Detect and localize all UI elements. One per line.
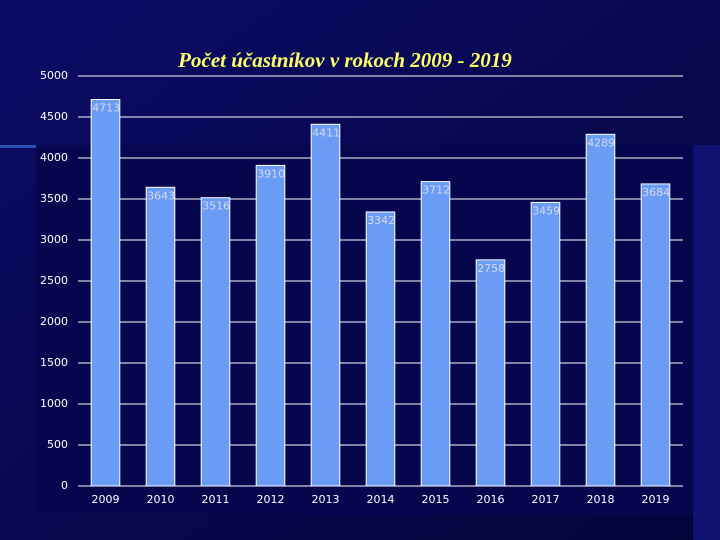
y-tick-label: 500	[47, 438, 68, 451]
bar	[530, 201, 561, 487]
value-label: 3459	[532, 204, 560, 217]
y-tick-label: 2500	[40, 274, 68, 287]
x-tick-label: 2017	[532, 493, 560, 506]
bar	[585, 133, 616, 487]
value-label: 4411	[312, 126, 340, 139]
value-label: 3342	[367, 214, 395, 227]
value-label: 4289	[587, 136, 615, 149]
bar	[200, 197, 231, 487]
bar	[310, 123, 341, 487]
value-label: 3684	[642, 186, 670, 199]
bar	[475, 259, 506, 487]
y-tick-label: 4500	[40, 110, 68, 123]
bar	[365, 211, 396, 487]
decor	[693, 145, 720, 540]
bar	[90, 99, 121, 487]
y-tick-label: 4000	[40, 151, 68, 164]
chart-title: Počet účastníkov v rokoch 2009 - 2019	[177, 48, 512, 72]
x-tick-label: 2013	[312, 493, 340, 506]
y-tick-label: 3500	[40, 192, 68, 205]
x-tick-label: 2014	[367, 493, 395, 506]
value-label: 3910	[257, 167, 285, 180]
y-tick-label: 2000	[40, 315, 68, 328]
x-tick-label: 2011	[202, 493, 230, 506]
y-tick-label: 1500	[40, 356, 68, 369]
x-tick-label: 2018	[587, 493, 615, 506]
value-label: 4713	[92, 102, 120, 115]
x-tick-label: 2009	[92, 493, 120, 506]
x-tick-label: 2016	[477, 493, 505, 506]
y-tick-label: 0	[61, 479, 68, 492]
value-label: 2758	[477, 262, 505, 275]
bar	[255, 164, 286, 487]
x-tick-label: 2010	[147, 493, 175, 506]
plot-panel	[36, 145, 693, 515]
bar	[145, 186, 176, 487]
x-tick-label: 2012	[257, 493, 285, 506]
bar	[640, 183, 671, 487]
bar	[420, 181, 451, 487]
x-tick-label: 2019	[642, 493, 670, 506]
y-tick-label: 3000	[40, 233, 68, 246]
x-tick-label: 2015	[422, 493, 450, 506]
decor	[0, 145, 36, 148]
y-tick-label: 1000	[40, 397, 68, 410]
y-tick-label: 5000	[40, 69, 68, 82]
value-label: 3643	[147, 189, 175, 202]
value-label: 3516	[202, 200, 230, 213]
value-label: 3712	[422, 184, 450, 197]
